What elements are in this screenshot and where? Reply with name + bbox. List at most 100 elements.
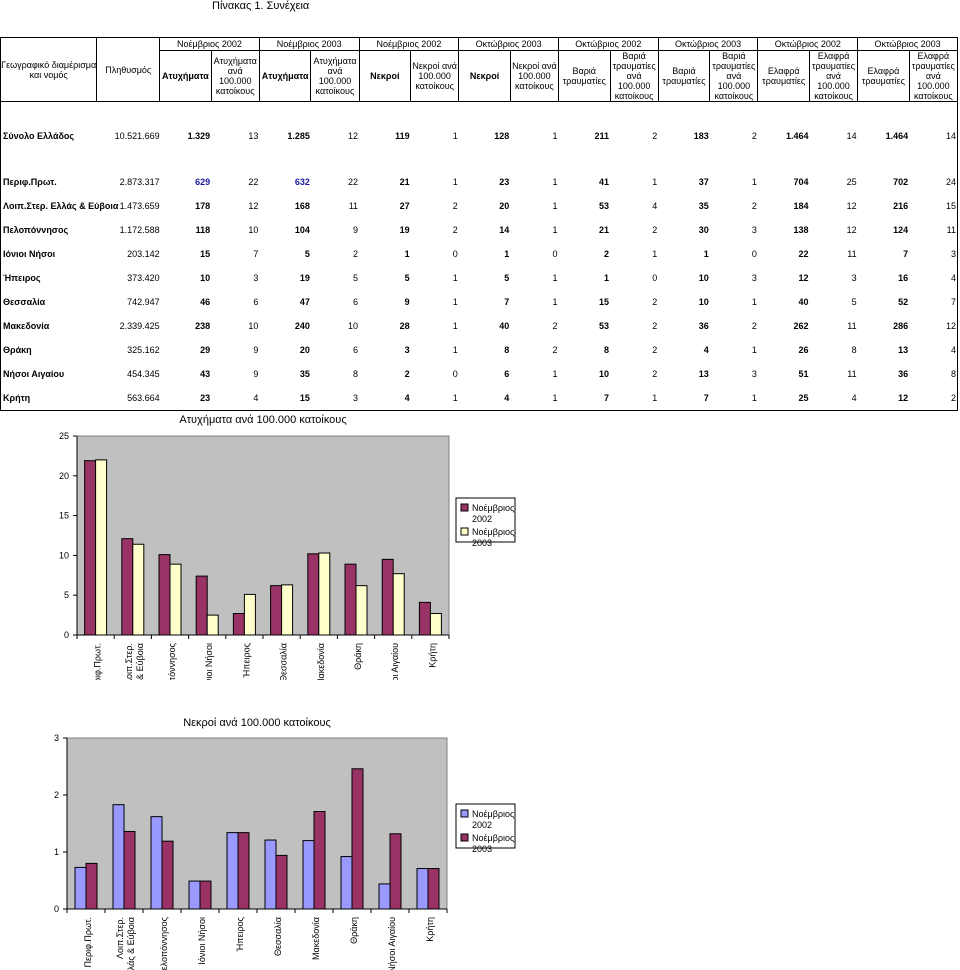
cell-value: 1 [452,345,458,355]
cell-value: 22 [798,249,809,259]
cell-value: 8 [851,345,857,355]
cell-value: 168 [294,201,310,211]
cell-value: 1 [751,297,757,307]
x-tick-label: Ιόνιοι Νήσοι [197,917,207,965]
cell-value: 629 [195,177,211,187]
cell-value: 19 [299,273,310,283]
y-tick-label: 0 [54,904,59,914]
cell-value: 21 [599,225,610,235]
y-tick-label: 20 [59,471,69,481]
cell-value: 7 [903,249,909,259]
cell-value: 25 [757,386,810,411]
cell-value: 13 [698,369,709,379]
bar [344,563,357,636]
bar [95,459,108,636]
bar [232,613,245,636]
cell-value: 6 [353,345,359,355]
svg-text:Μακεδονία: Μακεδονία [311,917,321,960]
cell-value: 3 [751,273,757,283]
bar [340,856,353,910]
cell-value: 124 [893,225,909,235]
cell-value: 10 [698,297,709,307]
legend-entry: Νοέμβριος 2003 [472,833,515,854]
cell-value: 8 [353,369,359,379]
y-tick-label: 25 [59,431,69,441]
cell-value: 1 [452,321,458,331]
cell-value: 2 [652,297,658,307]
bar [199,880,212,910]
cell-value: 2 [552,345,558,355]
svg-text:Θράκη: Θράκη [353,643,363,670]
month-header: Οκτώβριος 2002 [757,37,859,51]
svg-text:Ήπειρος: Ήπειρος [241,642,251,678]
column-header: Νεκροί [458,50,511,102]
cell-value: 9 [353,225,359,235]
cell-value: 11 [847,369,857,379]
cell-value: 1 [610,386,659,411]
bar [416,868,429,910]
cell-value: 6 [504,369,510,379]
cell-value: 7 [504,297,510,307]
x-tick-label: Θεσσαλία [273,917,283,956]
cell-value: 5 [404,273,410,283]
cell-value: 1 [452,177,458,187]
cell-value: 30 [698,225,709,235]
month-header: Οκτώβριος 2003 [657,37,759,51]
bar [270,585,283,636]
cell-value: 2 [909,386,959,411]
svg-text:Θράκη: Θράκη [349,917,359,944]
cell-value: 10 [248,321,259,331]
column-header: Βαριά τραυματίες ανά 100.000 κατοίκους [609,50,659,102]
cell-value: 3 [851,273,857,283]
cell-value: 0 [751,249,757,259]
bar [243,593,256,636]
cell-value: 9 [404,297,410,307]
population-value: 325.162 [127,345,160,355]
cell-value: 184 [793,201,809,211]
cell-value: 12 [798,273,809,283]
svg-text:Κρήτη: Κρήτη [427,643,437,668]
y-tick-label: 5 [64,590,69,600]
cell-value: 0 [452,249,458,259]
cell-value: 5 [353,273,359,283]
cell-value: 2 [452,201,458,211]
column-header: Ελαφρά τραυματίες [757,50,810,102]
cell-value: 2 [652,131,658,141]
cell-value: 13 [898,345,909,355]
cell-value: 14 [499,225,510,235]
cell-value: 1 [552,131,558,141]
column-header: Ατυχήματα ανά 100.000 κατοίκους [210,50,260,102]
cell-value: 12 [846,201,857,211]
month-header: Οκτώβριος 2003 [857,37,958,51]
cell-value: 22 [248,177,259,187]
population-value: 742.947 [127,297,160,307]
x-tick-label: Ήπειρος [235,916,245,952]
column-header: Ατυχήματα [159,50,212,102]
legend-swatch [460,527,469,536]
cell-value: 1 [652,177,658,187]
cell-value: 11 [847,249,857,259]
x-tick-label: Λοιπ.Στερ.Ελλάς & Εύβοια [124,643,145,680]
column-header: Νεκροί [358,50,412,102]
cell-value: 53 [599,201,610,211]
population-value: 1.172.588 [119,225,160,235]
cell-value: 12 [846,225,857,235]
cell-value: 7 [658,386,710,411]
month-header: Νοέμβριος 2002 [358,37,460,51]
cell-value: 3 [404,345,410,355]
bar [427,868,440,910]
month-header: Οκτώβριος 2002 [557,37,659,51]
bar [132,543,145,636]
cell-value: 1 [452,297,458,307]
cell-value: 27 [399,201,410,211]
cell-value: 1 [751,345,757,355]
cell-value: 4 [703,345,709,355]
cell-value: 1 [510,386,559,411]
cell-value: 10 [599,369,610,379]
cell-value: 15 [909,194,959,218]
column-header: Ελαφρά τραυματίες [857,50,910,102]
cell-value: 3 [751,225,757,235]
cell-value: 14 [846,131,857,141]
table-row: Λοιπ.Στερ. Ελλάς & Εύβοια 1.473.659 178 12 1… [0,194,959,218]
bar [389,833,402,910]
